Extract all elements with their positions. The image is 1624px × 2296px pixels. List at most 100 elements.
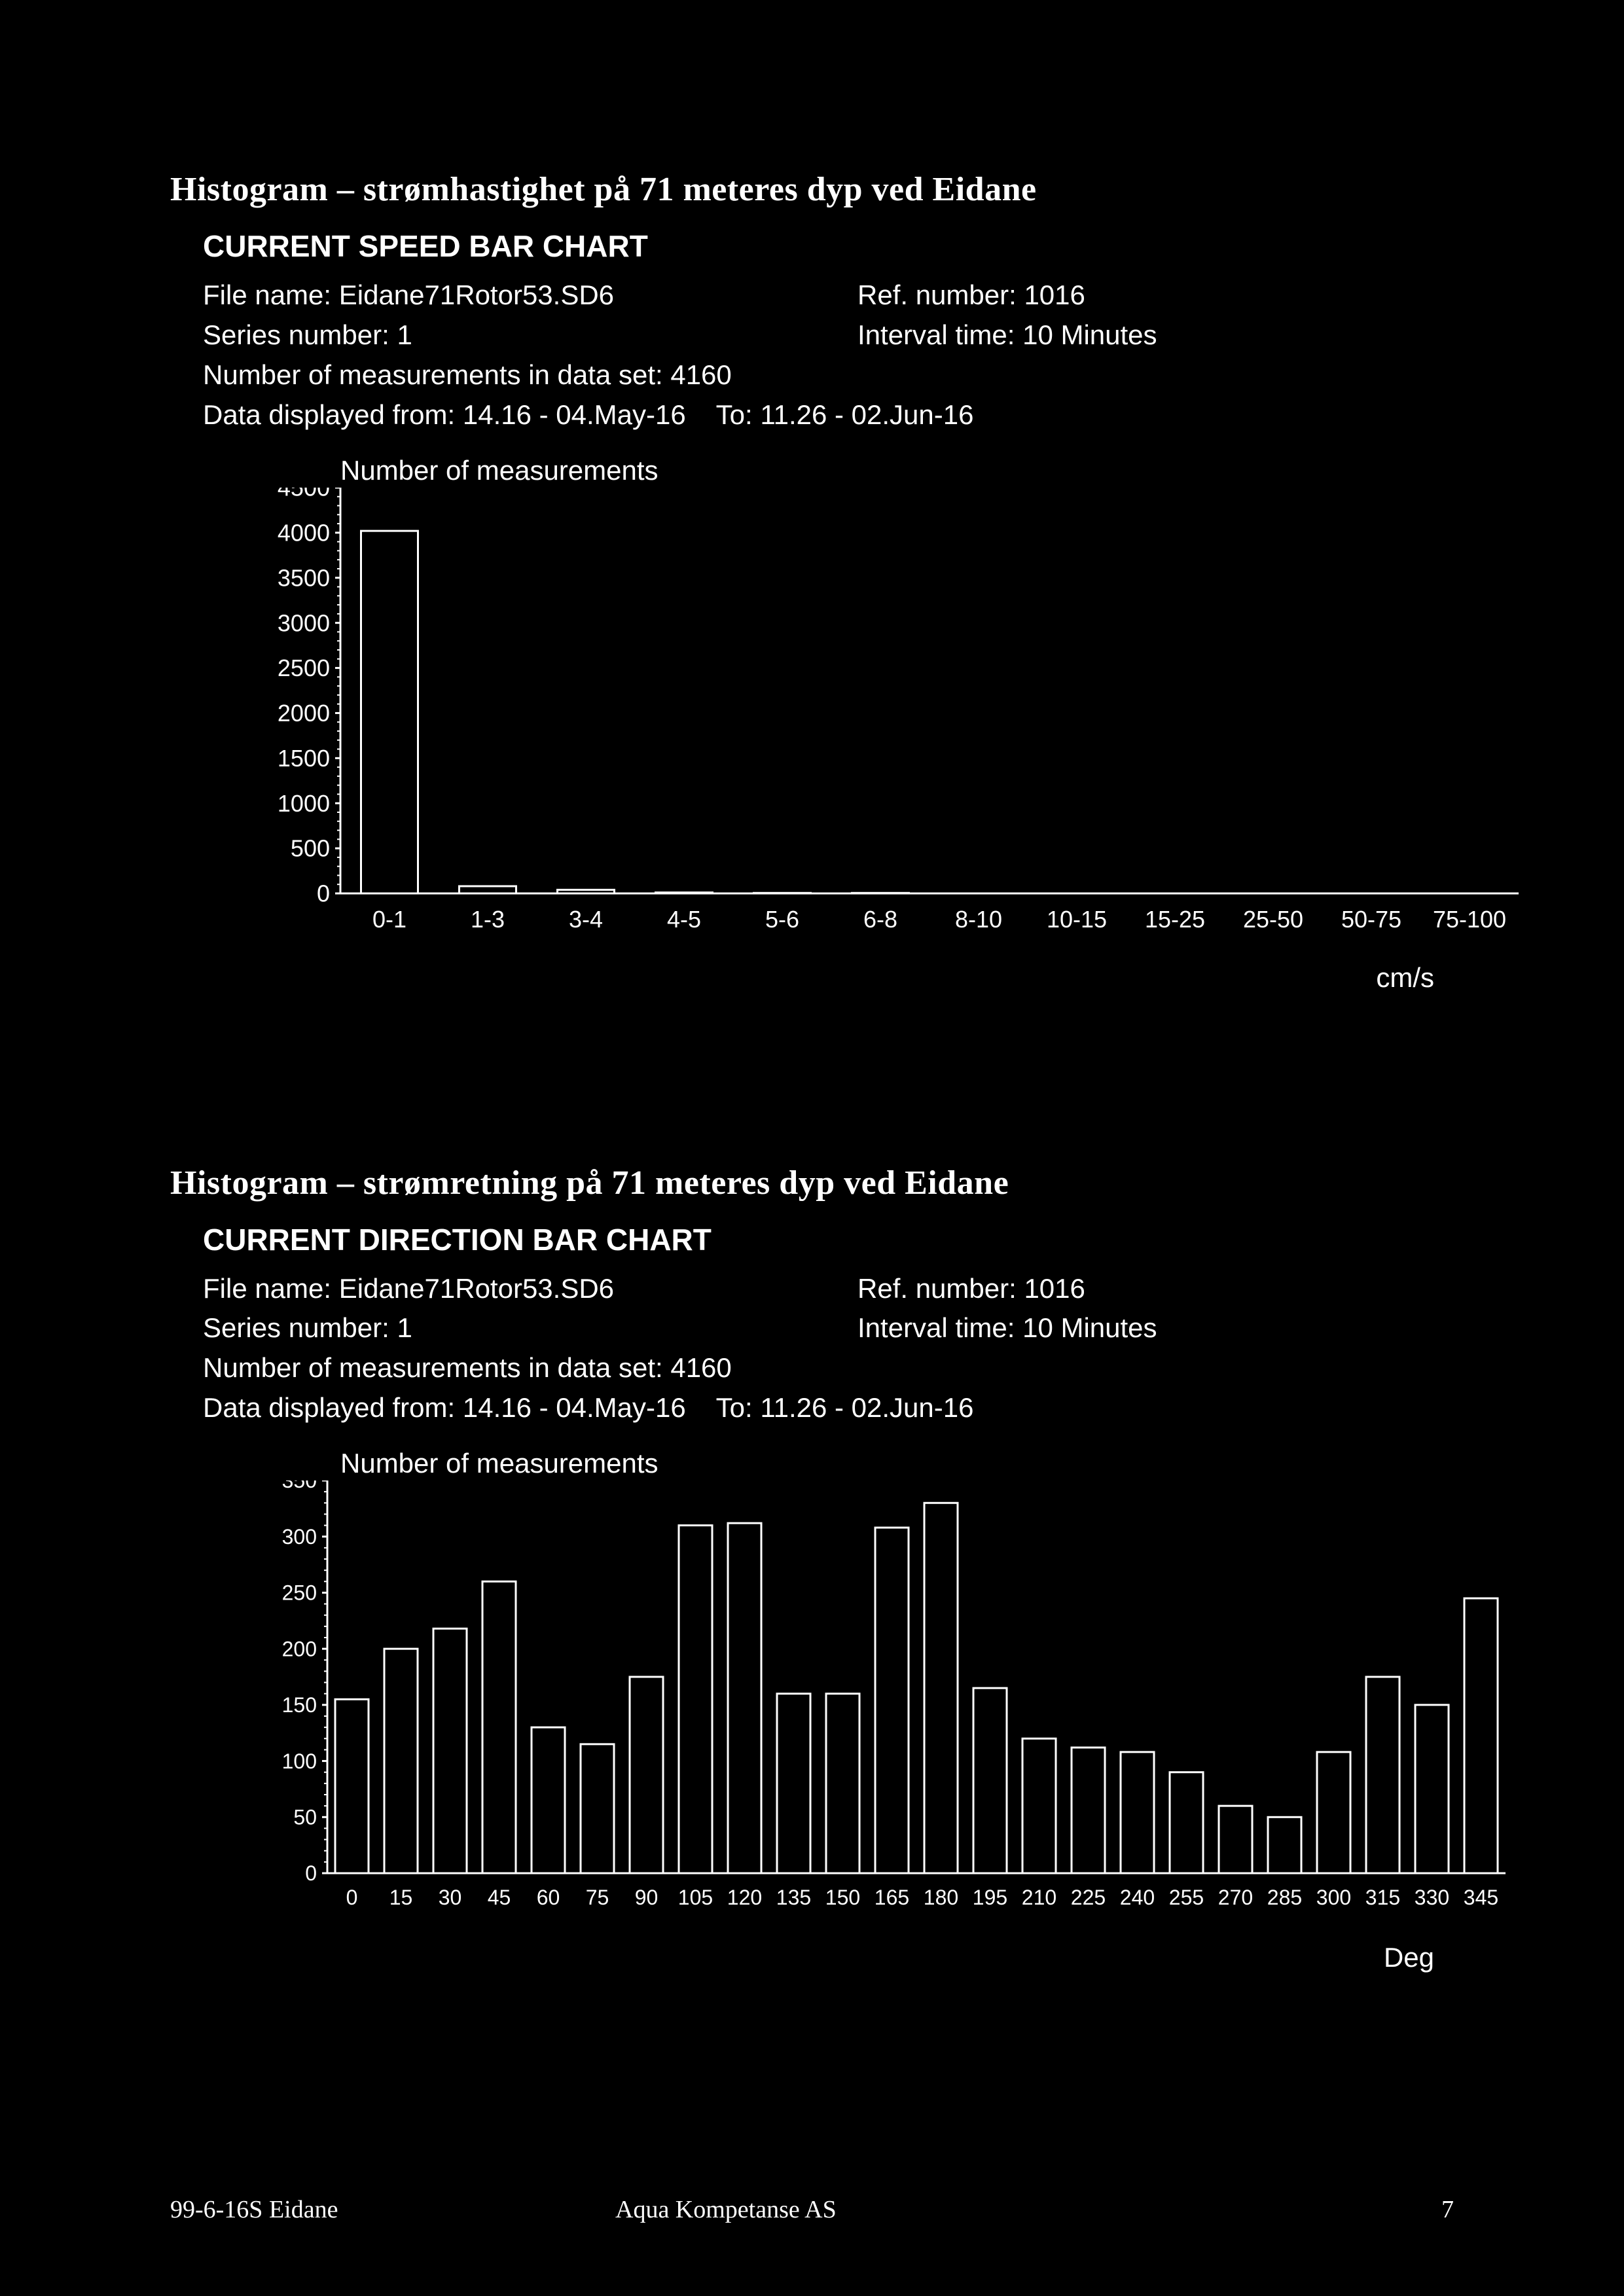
svg-text:0: 0 <box>305 1861 317 1885</box>
section2-chart-title: CURRENT DIRECTION BAR CHART <box>170 1222 1454 1257</box>
x-unit-2: Deg <box>170 1929 1454 1973</box>
x-tick-label: 270 <box>1218 1886 1253 1909</box>
x-tick-label: 15-25 <box>1145 906 1205 933</box>
meta-label: Data displayed from: <box>203 1392 455 1423</box>
footer-left: 99-6-16S Eidane <box>170 2195 615 2224</box>
meta-label: Number of measurements in data set: <box>203 1352 663 1383</box>
footer-page: 7 <box>1441 2195 1454 2224</box>
x-tick-label: 240 <box>1120 1886 1155 1909</box>
section2-meta: File name: Eidane71Rotor53.SD6 Ref. numb… <box>170 1269 1454 1429</box>
footer-mid: Aqua Kompetanse AS <box>615 2195 1441 2224</box>
svg-text:300: 300 <box>282 1525 317 1549</box>
svg-text:500: 500 <box>291 834 330 861</box>
svg-text:1500: 1500 <box>278 744 330 771</box>
meta-label: Series number: <box>203 1312 389 1343</box>
bar <box>924 1503 958 1873</box>
direction-histogram: 0501001502002503003500153045607590105120… <box>249 1480 1532 1926</box>
bar <box>1366 1677 1399 1873</box>
chart1-wrap: 0500100015002000250030003500400045000-11… <box>170 488 1454 949</box>
x-tick-label: 255 <box>1169 1886 1204 1909</box>
x-tick-label: 75-100 <box>1433 906 1506 933</box>
page: Histogram – strømhastighet på 71 meteres… <box>0 0 1624 2296</box>
x-tick-label: 1-3 <box>471 906 505 933</box>
bar <box>1121 1752 1154 1873</box>
bar <box>679 1526 712 1873</box>
svg-text:2500: 2500 <box>278 655 330 681</box>
meta-value: 11.26 - 02.Jun-16 <box>760 1392 973 1423</box>
bar <box>581 1744 614 1873</box>
bar <box>1219 1806 1252 1873</box>
x-tick-label: 5-6 <box>765 906 799 933</box>
x-tick-label: 225 <box>1071 1886 1106 1909</box>
svg-text:3500: 3500 <box>278 564 330 591</box>
meta-label: Data displayed from: <box>203 399 455 430</box>
chart2-wrap: 0501001502002503003500153045607590105120… <box>170 1480 1454 1929</box>
x-tick-label: 15 <box>389 1886 413 1909</box>
page-footer: 99-6-16S Eidane Aqua Kompetanse AS 7 <box>0 2195 1624 2224</box>
svg-text:3000: 3000 <box>278 609 330 636</box>
x-tick-label: 120 <box>727 1886 762 1909</box>
meta-value: 4160 <box>670 359 731 390</box>
x-tick-label: 345 <box>1464 1886 1498 1909</box>
section-speed: Histogram – strømhastighet på 71 meteres… <box>170 170 1454 994</box>
meta-value: Eidane71Rotor53.SD6 <box>339 279 614 310</box>
bar <box>384 1649 418 1873</box>
meta-label: To: <box>716 399 753 430</box>
bar <box>1415 1705 1449 1873</box>
x-tick-label: 300 <box>1316 1886 1351 1909</box>
x-tick-label: 3-4 <box>569 906 603 933</box>
meta-value: 10 Minutes <box>1022 319 1157 350</box>
x-tick-label: 165 <box>875 1886 909 1909</box>
meta-value: 14.16 - 04.May-16 <box>463 399 686 430</box>
x-tick-label: 0 <box>346 1886 358 1909</box>
meta-label: Ref. number: <box>857 279 1017 310</box>
x-tick-label: 25-50 <box>1243 906 1303 933</box>
section1-chart-title: CURRENT SPEED BAR CHART <box>170 228 1454 264</box>
bar <box>777 1694 810 1873</box>
x-tick-label: 45 <box>488 1886 511 1909</box>
meta-label: Ref. number: <box>857 1273 1017 1304</box>
x-tick-label: 4-5 <box>667 906 701 933</box>
meta-value: 1016 <box>1024 279 1085 310</box>
y-axis-title-1: Number of measurements <box>170 455 1454 486</box>
x-tick-label: 180 <box>924 1886 958 1909</box>
svg-text:4500: 4500 <box>278 488 330 501</box>
x-tick-label: 135 <box>776 1886 811 1909</box>
x-tick-label: 8-10 <box>955 906 1002 933</box>
meta-value: 11.26 - 02.Jun-16 <box>760 399 973 430</box>
svg-text:0: 0 <box>317 880 330 906</box>
svg-text:1000: 1000 <box>278 789 330 816</box>
bar <box>460 886 516 893</box>
meta-value: 1 <box>397 319 412 350</box>
x-tick-label: 30 <box>439 1886 462 1909</box>
svg-text:150: 150 <box>282 1693 317 1717</box>
svg-text:250: 250 <box>282 1581 317 1605</box>
speed-histogram: 0500100015002000250030003500400045000-11… <box>249 488 1545 946</box>
x-tick-label: 150 <box>825 1886 860 1909</box>
meta-label: To: <box>716 1392 753 1423</box>
section2-title: Histogram – strømretning på 71 meteres d… <box>170 1164 1454 1202</box>
bar <box>335 1699 369 1873</box>
x-tick-label: 195 <box>973 1886 1007 1909</box>
meta-label: Number of measurements in data set: <box>203 359 663 390</box>
bar <box>1170 1772 1203 1873</box>
section1-title: Histogram – strømhastighet på 71 meteres… <box>170 170 1454 209</box>
svg-text:100: 100 <box>282 1749 317 1773</box>
meta-value: 10 Minutes <box>1022 1312 1157 1343</box>
svg-text:350: 350 <box>282 1480 317 1492</box>
x-tick-label: 60 <box>537 1886 560 1909</box>
y-axis-title-2: Number of measurements <box>170 1448 1454 1479</box>
meta-label: File name: <box>203 1273 331 1304</box>
section1-meta: File name: Eidane71Rotor53.SD6 Ref. numb… <box>170 276 1454 435</box>
meta-label: File name: <box>203 279 331 310</box>
x-tick-label: 315 <box>1365 1886 1400 1909</box>
bar <box>482 1581 516 1873</box>
svg-text:200: 200 <box>282 1637 317 1660</box>
bar <box>1072 1748 1105 1873</box>
x-tick-label: 6-8 <box>863 906 897 933</box>
x-tick-label: 210 <box>1022 1886 1056 1909</box>
section-direction: Histogram – strømretning på 71 meteres d… <box>170 1164 1454 1974</box>
bar <box>1464 1598 1498 1873</box>
bar <box>361 531 418 893</box>
x-tick-label: 105 <box>678 1886 713 1909</box>
